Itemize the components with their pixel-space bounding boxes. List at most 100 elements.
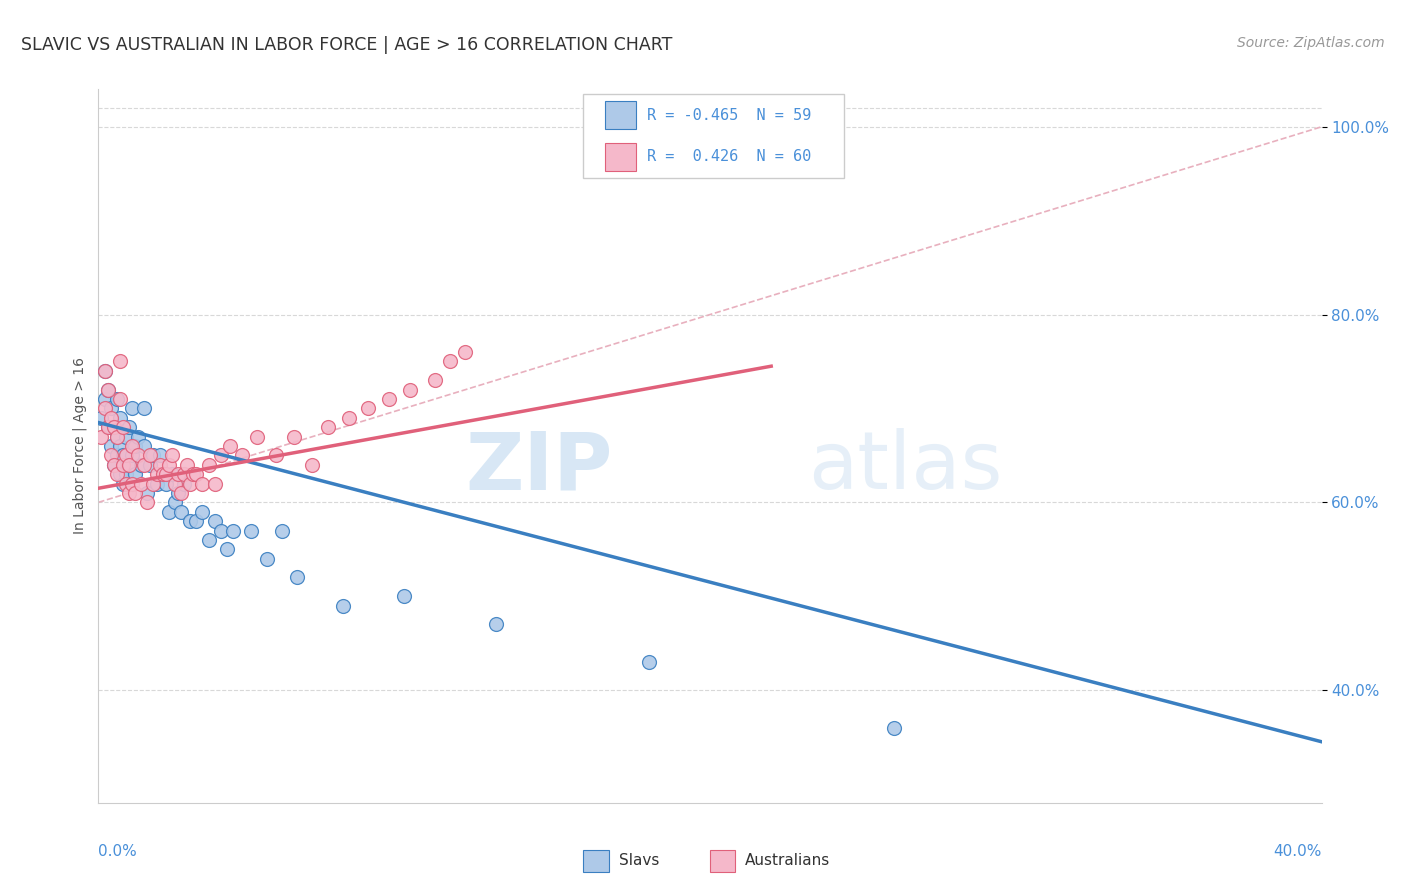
Point <box>173 467 195 482</box>
Point <box>97 383 120 397</box>
Point <box>176 458 198 472</box>
Point <box>157 458 180 472</box>
Point <box>118 486 141 500</box>
Point <box>399 383 422 397</box>
Text: Australians: Australians <box>745 854 831 868</box>
Point <box>219 439 242 453</box>
Point <box>637 655 661 669</box>
Point <box>337 410 360 425</box>
Point <box>103 420 125 434</box>
Point <box>145 467 167 482</box>
Point <box>108 467 131 482</box>
Point <box>186 514 208 528</box>
Point <box>204 514 226 528</box>
Point <box>167 467 190 482</box>
Point <box>103 420 125 434</box>
Text: Slavs: Slavs <box>619 854 659 868</box>
Point <box>256 551 278 566</box>
Point <box>93 392 115 406</box>
Point <box>179 514 201 528</box>
Point <box>108 354 131 368</box>
Point <box>222 524 245 538</box>
Point <box>160 467 183 482</box>
Point <box>179 476 201 491</box>
Text: Source: ZipAtlas.com: Source: ZipAtlas.com <box>1237 36 1385 50</box>
Point <box>170 505 193 519</box>
Point <box>186 467 208 482</box>
Text: 0.0%: 0.0% <box>98 845 138 859</box>
Point <box>115 476 138 491</box>
Point <box>157 505 180 519</box>
Point <box>90 410 112 425</box>
Point <box>285 570 308 584</box>
Point <box>115 467 138 482</box>
Point <box>145 476 167 491</box>
Point <box>163 476 186 491</box>
Point <box>118 420 141 434</box>
Point <box>316 420 339 434</box>
Point <box>170 486 193 500</box>
Point <box>124 486 146 500</box>
Point <box>111 458 134 472</box>
Point <box>197 458 219 472</box>
Point <box>121 401 143 416</box>
Point <box>134 401 156 416</box>
Point <box>100 439 122 453</box>
Point <box>139 458 162 472</box>
Point <box>111 476 134 491</box>
Point <box>173 476 195 491</box>
Text: SLAVIC VS AUSTRALIAN IN LABOR FORCE | AGE > 16 CORRELATION CHART: SLAVIC VS AUSTRALIAN IN LABOR FORCE | AG… <box>21 36 672 54</box>
Point <box>103 458 125 472</box>
Point <box>155 467 177 482</box>
Point <box>97 420 120 434</box>
Point <box>118 458 141 472</box>
Point <box>100 401 122 416</box>
Point <box>270 524 292 538</box>
Point <box>191 505 214 519</box>
Text: R =  0.426  N = 60: R = 0.426 N = 60 <box>647 149 811 164</box>
Point <box>423 373 446 387</box>
Point <box>105 392 128 406</box>
Point <box>121 476 143 491</box>
Point <box>115 449 138 463</box>
Point <box>105 449 128 463</box>
Point <box>378 392 401 406</box>
Point <box>160 449 183 463</box>
Point <box>439 354 461 368</box>
Point <box>181 467 204 482</box>
Point <box>392 589 416 603</box>
Point <box>152 467 174 482</box>
Point <box>124 467 146 482</box>
Point <box>118 458 141 472</box>
Point <box>127 429 149 443</box>
Point <box>105 467 128 482</box>
Point <box>100 410 122 425</box>
Point <box>215 542 238 557</box>
Point <box>97 420 120 434</box>
Point <box>93 401 115 416</box>
Point <box>93 364 115 378</box>
Point <box>209 524 232 538</box>
Text: 40.0%: 40.0% <box>1274 845 1322 859</box>
Point <box>90 429 112 443</box>
Point <box>115 429 138 443</box>
Point <box>105 429 128 443</box>
Point <box>142 449 165 463</box>
Point <box>246 429 269 443</box>
Point <box>191 476 214 491</box>
Point <box>264 449 287 463</box>
Point <box>127 449 149 463</box>
Point <box>108 392 131 406</box>
Text: ZIP: ZIP <box>465 428 612 507</box>
Point <box>111 420 134 434</box>
Point <box>155 476 177 491</box>
Point <box>121 439 143 453</box>
Point <box>197 533 219 547</box>
Point <box>883 721 905 735</box>
Point <box>142 476 165 491</box>
Point <box>240 524 263 538</box>
Point <box>167 486 190 500</box>
Point <box>163 495 186 509</box>
Point <box>121 449 143 463</box>
Text: R = -0.465  N = 59: R = -0.465 N = 59 <box>647 108 811 123</box>
